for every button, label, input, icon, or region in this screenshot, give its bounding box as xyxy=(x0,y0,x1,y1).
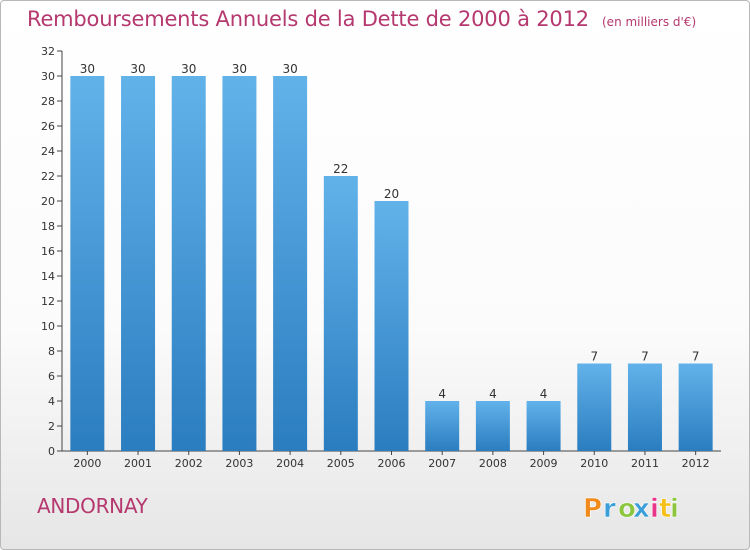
y-tick-label: 12 xyxy=(41,295,55,308)
bar xyxy=(171,76,206,451)
x-tick-label: 2006 xyxy=(378,457,406,470)
y-tick-label: 24 xyxy=(41,145,55,158)
bar xyxy=(577,363,612,451)
y-tick-label: 22 xyxy=(41,170,55,183)
bar xyxy=(121,76,156,451)
bar-value-label: 7 xyxy=(692,350,700,364)
title-row: Remboursements Annuels de la Dette de 20… xyxy=(27,7,696,31)
bar-value-label: 7 xyxy=(641,350,649,364)
logo-letter: P xyxy=(583,494,602,524)
y-tick-label: 28 xyxy=(41,95,55,108)
bar xyxy=(526,401,561,451)
x-tick-label: 2004 xyxy=(276,457,304,470)
bar xyxy=(323,176,358,451)
logo-letter: x xyxy=(633,494,650,524)
y-tick-label: 26 xyxy=(41,120,55,133)
bar-value-label: 30 xyxy=(80,62,95,76)
x-tick-label: 2012 xyxy=(682,457,710,470)
y-tick-label: 4 xyxy=(48,395,55,408)
bar-value-label: 30 xyxy=(181,62,196,76)
bar-value-label: 7 xyxy=(590,350,598,364)
y-tick-label: 0 xyxy=(48,445,55,458)
y-tick-label: 32 xyxy=(41,45,55,58)
x-tick-label: 2008 xyxy=(479,457,507,470)
logo-letter: r xyxy=(603,494,616,524)
x-tick-label: 2007 xyxy=(428,457,456,470)
y-tick-label: 16 xyxy=(41,245,55,258)
bar xyxy=(70,76,105,451)
bar-value-label: 20 xyxy=(384,187,399,201)
x-tick-label: 2011 xyxy=(631,457,659,470)
x-tick-label: 2010 xyxy=(580,457,608,470)
logo-letter: i xyxy=(670,494,679,524)
bar-value-label: 30 xyxy=(130,62,145,76)
x-tick-label: 2009 xyxy=(530,457,558,470)
bar xyxy=(678,363,713,451)
logo-letter: t xyxy=(659,494,671,524)
commune-name: ANDORNAY xyxy=(37,494,148,518)
x-tick-label: 2005 xyxy=(327,457,355,470)
bar xyxy=(273,76,308,451)
bar-value-label: 4 xyxy=(489,387,497,401)
chart-title: Remboursements Annuels de la Dette de 20… xyxy=(27,7,589,31)
x-tick-label: 2000 xyxy=(73,457,101,470)
logo-letter: i xyxy=(650,494,659,524)
bar-value-label: 4 xyxy=(540,387,548,401)
y-tick-label: 6 xyxy=(48,370,55,383)
y-tick-label: 14 xyxy=(41,270,55,283)
bar-value-label: 4 xyxy=(438,387,446,401)
chart-subtitle: (en milliers d'€) xyxy=(602,15,697,29)
bar xyxy=(425,401,460,451)
x-tick-label: 2003 xyxy=(225,457,253,470)
bar xyxy=(627,363,662,451)
x-tick-label: 2001 xyxy=(124,457,152,470)
bar xyxy=(222,76,257,451)
y-tick-label: 10 xyxy=(41,320,55,333)
y-tick-label: 30 xyxy=(41,70,55,83)
bar xyxy=(475,401,510,451)
x-tick-label: 2002 xyxy=(175,457,203,470)
y-tick-label: 8 xyxy=(48,345,55,358)
y-tick-label: 2 xyxy=(48,420,55,433)
y-tick-label: 18 xyxy=(41,220,55,233)
logo-letter: o xyxy=(618,494,636,524)
bar-value-label: 30 xyxy=(282,62,297,76)
bar xyxy=(374,201,409,451)
y-tick-label: 20 xyxy=(41,195,55,208)
bar-value-label: 30 xyxy=(232,62,247,76)
bar-value-label: 22 xyxy=(333,162,348,176)
